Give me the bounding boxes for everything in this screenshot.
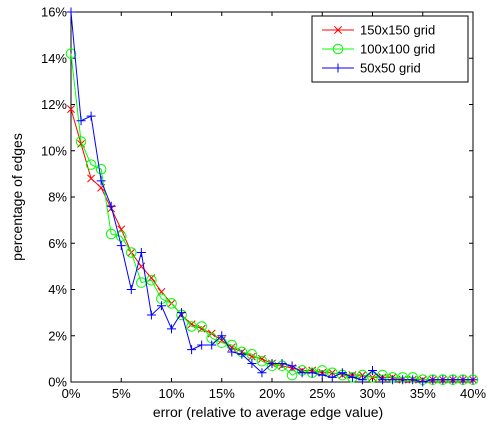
data-point	[368, 365, 377, 375]
y-tick-label: 14%	[41, 51, 67, 66]
data-point	[267, 359, 277, 368]
data-point	[156, 301, 166, 311]
data-point	[257, 368, 267, 378]
legend-marker	[334, 26, 342, 34]
data-point	[105, 228, 117, 240]
data-point	[327, 372, 337, 382]
legend: 150x150 grid 100x100 grid 50x50 grid	[311, 15, 469, 83]
data-point	[438, 375, 448, 385]
y-tick-label: 2%	[48, 328, 67, 343]
x-tick-label: 40%	[460, 386, 486, 401]
data-point	[247, 359, 257, 368]
x-tick-label: 5%	[112, 386, 131, 401]
data-point	[347, 372, 357, 382]
data-point	[217, 331, 227, 341]
data-point	[317, 370, 327, 380]
y-tick-label: 6%	[48, 236, 67, 251]
y-tick-label: 0%	[48, 375, 67, 390]
x-tick-label: 0%	[62, 386, 81, 401]
data-point	[347, 372, 358, 383]
data-point	[65, 48, 77, 59]
legend-label: 50x50 grid	[360, 61, 421, 76]
data-point	[448, 375, 458, 385]
data-point	[95, 163, 107, 175]
data-point	[66, 7, 76, 17]
data-point	[75, 136, 87, 147]
data-point	[187, 345, 197, 355]
data-point	[166, 298, 177, 309]
x-tick-label: 10%	[158, 386, 184, 401]
x-axis-label: error (relative to average edge value)	[153, 404, 383, 420]
y-tick-label: 10%	[41, 143, 67, 158]
legend-label: 100x100 grid	[360, 42, 435, 57]
data-point	[106, 201, 116, 211]
data-point	[207, 340, 217, 350]
data-point	[388, 375, 398, 385]
data-point	[196, 321, 207, 332]
data-point	[167, 324, 176, 334]
data-point	[458, 375, 468, 385]
data-point	[307, 368, 317, 378]
legend-marker	[332, 43, 344, 55]
x-tick-label: 30%	[359, 386, 385, 401]
y-tick-label: 16%	[41, 5, 67, 20]
data-point	[297, 368, 307, 378]
data-point	[428, 375, 438, 385]
x-tick-label: 25%	[309, 386, 335, 401]
x-tick-label: 15%	[209, 386, 235, 401]
data-point	[277, 359, 287, 368]
data-point	[146, 274, 157, 286]
data-point	[378, 375, 388, 385]
legend-label: 150x150 grid	[360, 23, 435, 38]
data-point	[237, 349, 247, 359]
x-tick-label: 20%	[259, 386, 285, 401]
data-point	[146, 310, 156, 320]
data-point	[227, 347, 237, 357]
data-point	[287, 361, 297, 371]
data-point	[337, 368, 347, 378]
y-tick-label: 4%	[48, 282, 67, 297]
y-axis-label: percentage of edges	[9, 133, 25, 261]
data-point	[96, 176, 106, 186]
data-point	[408, 375, 418, 385]
data-point	[67, 105, 75, 114]
data-point	[126, 285, 136, 294]
data-point	[357, 375, 367, 385]
data-point	[116, 241, 126, 251]
data-point	[177, 308, 187, 318]
legend-marker	[333, 63, 343, 73]
y-tick-label: 12%	[41, 97, 67, 112]
data-point	[86, 111, 96, 121]
y-tick-label: 8%	[48, 190, 67, 205]
data-point	[76, 116, 86, 126]
data-point	[85, 159, 97, 170]
data-point	[87, 174, 96, 183]
data-point	[418, 377, 428, 387]
data-point	[256, 355, 268, 367]
plot-series	[65, 7, 479, 387]
x-tick-label: 35%	[410, 386, 436, 401]
data-point	[398, 375, 408, 385]
data-point	[136, 248, 146, 257]
data-point	[126, 247, 137, 258]
data-point	[197, 340, 207, 350]
series-50x50-grid	[66, 7, 478, 387]
data-point	[468, 375, 478, 385]
